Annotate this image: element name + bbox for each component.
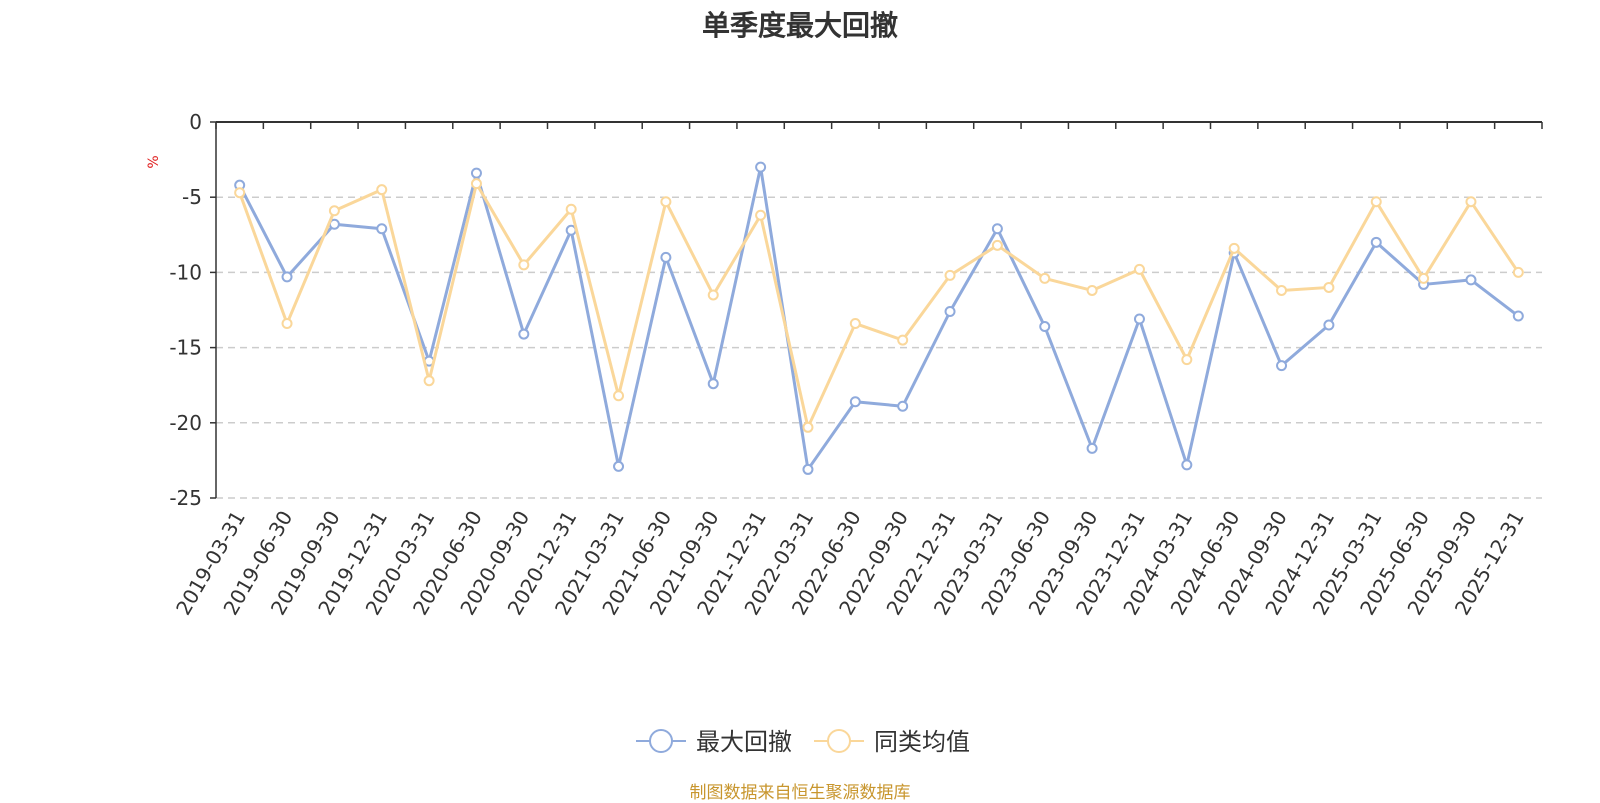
data-point xyxy=(1323,319,1335,331)
legend: 最大回撤 同类均值 xyxy=(636,728,970,756)
data-point xyxy=(802,421,814,433)
data-point xyxy=(470,167,482,179)
data-point xyxy=(1133,263,1145,275)
series-line xyxy=(238,165,1520,471)
data-point xyxy=(849,318,861,330)
data-point xyxy=(613,460,625,472)
data-point xyxy=(1276,360,1288,372)
y-tick-label: 0 xyxy=(189,110,202,134)
data-point xyxy=(1228,242,1240,254)
legend-label: 最大回撤 xyxy=(696,728,792,756)
legend-marker xyxy=(827,729,851,753)
data-point xyxy=(423,375,435,387)
data-point xyxy=(1323,281,1335,293)
data-point xyxy=(1181,354,1193,366)
data-point xyxy=(755,209,767,221)
data-point xyxy=(1276,284,1288,296)
data-point xyxy=(660,196,672,208)
data-point xyxy=(376,223,388,235)
data-point xyxy=(1039,321,1051,333)
legend-label: 同类均值 xyxy=(874,728,970,756)
y-axis-unit: % xyxy=(146,155,162,168)
y-tick-label: -20 xyxy=(169,411,202,435)
grid-lines xyxy=(216,196,1542,499)
axes: 0-5-10-15-20-252019-03-312019-06-302019-… xyxy=(146,110,1543,619)
data-point xyxy=(1133,313,1145,325)
series-line xyxy=(238,182,1520,429)
data-point xyxy=(518,328,530,340)
data-point xyxy=(849,396,861,408)
series-2 xyxy=(234,178,1524,433)
data-point xyxy=(1181,459,1193,471)
data-point xyxy=(281,318,293,330)
y-tick-label: -10 xyxy=(169,260,202,284)
data-point xyxy=(1039,272,1051,284)
data-point xyxy=(1465,196,1477,208)
legend-item-1: 最大回撤 xyxy=(636,728,792,756)
data-point xyxy=(1370,236,1382,248)
data-point xyxy=(944,306,956,318)
data-point xyxy=(707,289,719,301)
data-point xyxy=(1418,272,1430,284)
y-tick-label: -25 xyxy=(169,486,202,510)
series-1 xyxy=(234,161,1524,475)
legend-item-2: 同类均值 xyxy=(814,728,970,756)
data-point xyxy=(328,205,340,217)
data-point xyxy=(470,178,482,190)
data-point xyxy=(1465,274,1477,286)
data-point xyxy=(707,378,719,390)
data-point xyxy=(613,390,625,402)
data-point xyxy=(897,400,909,412)
data-point xyxy=(1086,442,1098,454)
series-layer xyxy=(234,161,1524,475)
data-point xyxy=(991,239,1003,251)
legend-marker xyxy=(649,729,673,753)
data-point xyxy=(1370,196,1382,208)
data-point xyxy=(234,187,246,199)
data-point xyxy=(1086,284,1098,296)
data-point xyxy=(565,203,577,215)
data-point xyxy=(660,251,672,263)
y-tick-label: -5 xyxy=(182,185,202,209)
data-point xyxy=(897,334,909,346)
data-point xyxy=(518,259,530,271)
data-point xyxy=(281,271,293,283)
data-source-note: 制图数据来自恒生聚源数据库 xyxy=(689,783,911,803)
chart-title: 单季度最大回撤 xyxy=(701,9,898,42)
data-point xyxy=(755,161,767,173)
data-point xyxy=(1512,266,1524,278)
data-point xyxy=(802,463,814,475)
y-tick-label: -15 xyxy=(169,336,202,360)
data-point xyxy=(991,223,1003,235)
data-point xyxy=(1512,310,1524,322)
data-point xyxy=(944,269,956,281)
data-point xyxy=(376,184,388,196)
